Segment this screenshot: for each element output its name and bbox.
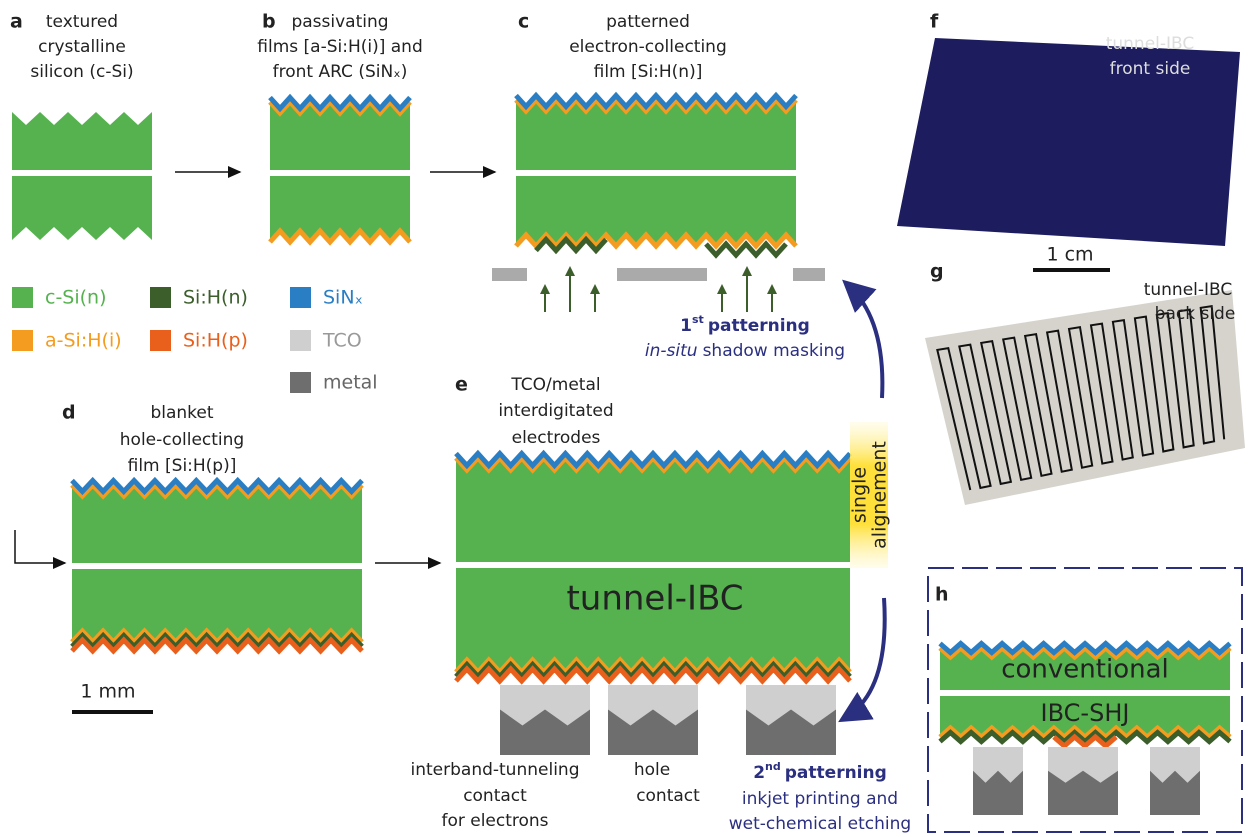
annotation-part: shadow masking: [703, 341, 846, 361]
contact-label: contact: [636, 786, 700, 806]
panel-letter: b: [262, 11, 276, 33]
legend-swatch: [290, 330, 311, 351]
wafer-gap: [268, 170, 412, 176]
alignment-note: alignement: [869, 441, 891, 549]
wafer-gap: [514, 170, 798, 176]
caption: textured: [46, 12, 118, 32]
caption: passivating: [291, 12, 388, 32]
caption: patterned: [606, 12, 690, 32]
deposition-arrow-head: [590, 284, 600, 294]
contact-label: for electrons: [441, 811, 548, 831]
photo-caption: tunnel-IBC: [1144, 280, 1233, 300]
annotation-part: st: [692, 313, 704, 326]
shadow-mask: [492, 268, 527, 281]
alignment-note: single: [849, 467, 871, 523]
photo-caption: front side: [1110, 59, 1191, 79]
caption: TCO/metal: [510, 375, 600, 395]
caption: film [Si:H(p)]: [128, 456, 237, 476]
annotation-part: nd: [765, 760, 781, 773]
panel-letter: e: [455, 374, 468, 396]
legend-label: Si:H(n): [183, 287, 248, 309]
wafer-gap: [454, 562, 852, 568]
legend-swatch: [12, 287, 33, 308]
caption: electrodes: [512, 428, 601, 448]
contact-label: hole: [634, 760, 670, 780]
caption: films [a-Si:H(i)] and: [257, 37, 422, 57]
caption: interdigitated: [498, 401, 613, 421]
legend-swatch: [290, 287, 311, 308]
legend-swatch: [12, 330, 33, 351]
wafer-gap: [10, 170, 154, 176]
figure: a textured crystalline silicon (c-Si) b …: [0, 0, 1249, 837]
panel-letter: g: [930, 261, 944, 283]
caption: blanket: [150, 403, 213, 423]
caption: hole-collecting: [120, 430, 244, 450]
caption: film [Si:H(n)]: [594, 62, 703, 82]
legend-label: metal: [323, 372, 378, 394]
panel-letter: c: [518, 11, 529, 33]
contact-label: interband-tunneling: [411, 760, 580, 780]
device-label: IBC-SHJ: [1041, 699, 1130, 727]
legend-label: a-Si:H(i): [45, 330, 122, 352]
panel-letter: f: [930, 11, 939, 33]
wafer-gap: [70, 563, 364, 569]
photo-caption: back side: [1155, 304, 1236, 324]
deposition-arrow-head: [565, 266, 575, 276]
caption: front ARC (SiNₓ): [273, 62, 408, 82]
legend-label: TCO: [322, 330, 362, 352]
legend-swatch: [150, 330, 171, 351]
panel-letter: d: [62, 402, 76, 424]
deposition-arrow-head: [540, 284, 550, 294]
caption: silicon (c-Si): [30, 62, 133, 82]
patterning-arrow: [848, 285, 882, 398]
wafer-gap: [938, 690, 1232, 696]
contact-label: contact: [463, 786, 527, 806]
annotation-part: patterning: [785, 763, 887, 783]
annotation: wet-chemical etching: [729, 814, 911, 834]
scale-bar-label: 1 cm: [1046, 244, 1093, 266]
photo-caption: tunnel-IBC: [1106, 34, 1195, 54]
legend-label: c-Si(n): [45, 287, 107, 309]
annotation: 1st patterning: [680, 313, 810, 336]
deposition-arrow-head: [767, 284, 777, 294]
scale-bar-label: 1 mm: [80, 681, 135, 703]
annotation: 2nd patterning: [753, 760, 887, 783]
device-label: tunnel-IBC: [566, 579, 743, 619]
shadow-mask: [617, 268, 707, 281]
annotation-part: patterning: [708, 316, 810, 336]
annotation-part: in-situ: [645, 341, 698, 361]
caption: crystalline: [38, 37, 126, 57]
process-arrow: [15, 530, 65, 563]
caption: electron-collecting: [569, 37, 727, 57]
legend-label: Si:H(p): [183, 330, 248, 352]
annotation-part: 2: [753, 763, 765, 783]
legend-label: SiNₓ: [323, 287, 363, 309]
panel-letter: h: [935, 584, 949, 606]
annotation: inkjet printing and: [742, 789, 898, 809]
legend-swatch: [150, 287, 171, 308]
annotation-part: 1: [680, 316, 692, 336]
shadow-mask: [793, 268, 825, 281]
legend-swatch: [290, 372, 311, 393]
deposition-arrow-head: [742, 266, 752, 276]
device-label: conventional: [1001, 655, 1169, 685]
panel-letter: a: [10, 11, 23, 33]
patterning-arrow: [845, 598, 885, 718]
deposition-arrow-head: [717, 284, 727, 294]
